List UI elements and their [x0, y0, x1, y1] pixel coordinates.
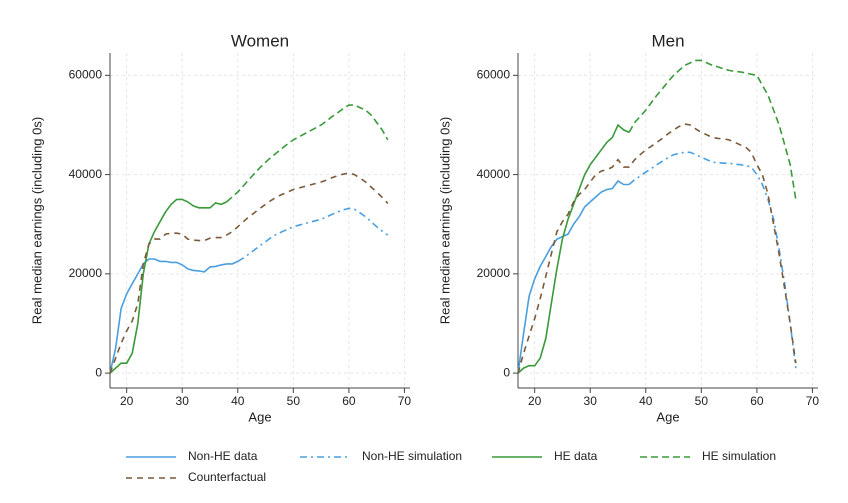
series-line: [109, 258, 239, 374]
series-line: [226, 104, 389, 203]
legend-label: HE simulation: [702, 449, 776, 463]
x-tick-label: 30: [584, 394, 598, 408]
x-tick-label: 70: [398, 394, 412, 408]
x-tick-label: 40: [231, 394, 245, 408]
series-line: [109, 198, 228, 374]
x-axis-label: Age: [248, 409, 271, 424]
x-tick-label: 20: [120, 394, 134, 408]
y-tick-label: 20000: [69, 266, 103, 280]
y-tick-label: 0: [503, 365, 510, 379]
series-line: [109, 172, 389, 374]
series-line: [628, 151, 797, 369]
x-tick-label: 30: [176, 394, 190, 408]
legend-label: Counterfactual: [188, 470, 266, 484]
y-axis-label: Real median earnings (including 0s): [437, 117, 452, 324]
chart-title: Men: [651, 31, 684, 50]
series-line: [237, 207, 389, 263]
y-tick-label: 40000: [477, 167, 511, 181]
x-axis-label: Age: [656, 409, 679, 424]
series-line: [517, 123, 630, 374]
legend-label: Non-HE simulation: [362, 449, 462, 463]
chart-title: Women: [231, 31, 289, 50]
y-tick-label: 60000: [69, 68, 103, 82]
x-tick-label: 20: [528, 394, 542, 408]
legend-label: Non-HE data: [188, 449, 258, 463]
legend-label: HE data: [554, 449, 598, 463]
series-line: [517, 179, 630, 374]
x-tick-label: 60: [750, 394, 764, 408]
y-tick-label: 0: [95, 365, 102, 379]
y-tick-label: 60000: [477, 68, 511, 82]
x-tick-label: 60: [342, 394, 356, 408]
y-tick-label: 40000: [69, 167, 103, 181]
series-line: [628, 59, 797, 200]
x-tick-label: 70: [806, 394, 820, 408]
x-tick-label: 50: [695, 394, 709, 408]
y-tick-label: 20000: [477, 266, 511, 280]
series-line: [517, 123, 797, 374]
x-tick-label: 50: [287, 394, 301, 408]
y-axis-label: Real median earnings (including 0s): [29, 117, 44, 324]
x-tick-label: 40: [639, 394, 653, 408]
